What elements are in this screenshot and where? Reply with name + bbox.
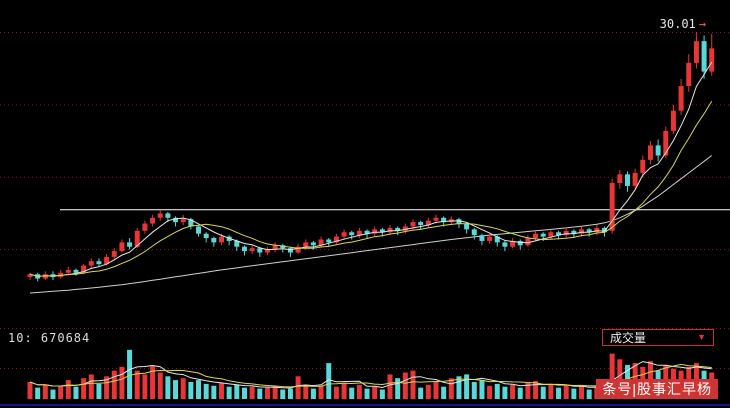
- volume-ma-readout: 10: 670684: [8, 331, 91, 345]
- price-arrow-icon: →: [698, 17, 706, 31]
- dropdown-arrow-icon: ▼: [697, 332, 706, 342]
- indicator-label: 成交量: [610, 331, 647, 345]
- last-price-value: 30.01: [659, 17, 696, 31]
- indicator-selector[interactable]: 成交量 ▼: [602, 329, 714, 346]
- watermark: 条号|股事汇早杨: [596, 379, 718, 399]
- last-price-readout: 30.01 →: [660, 17, 706, 31]
